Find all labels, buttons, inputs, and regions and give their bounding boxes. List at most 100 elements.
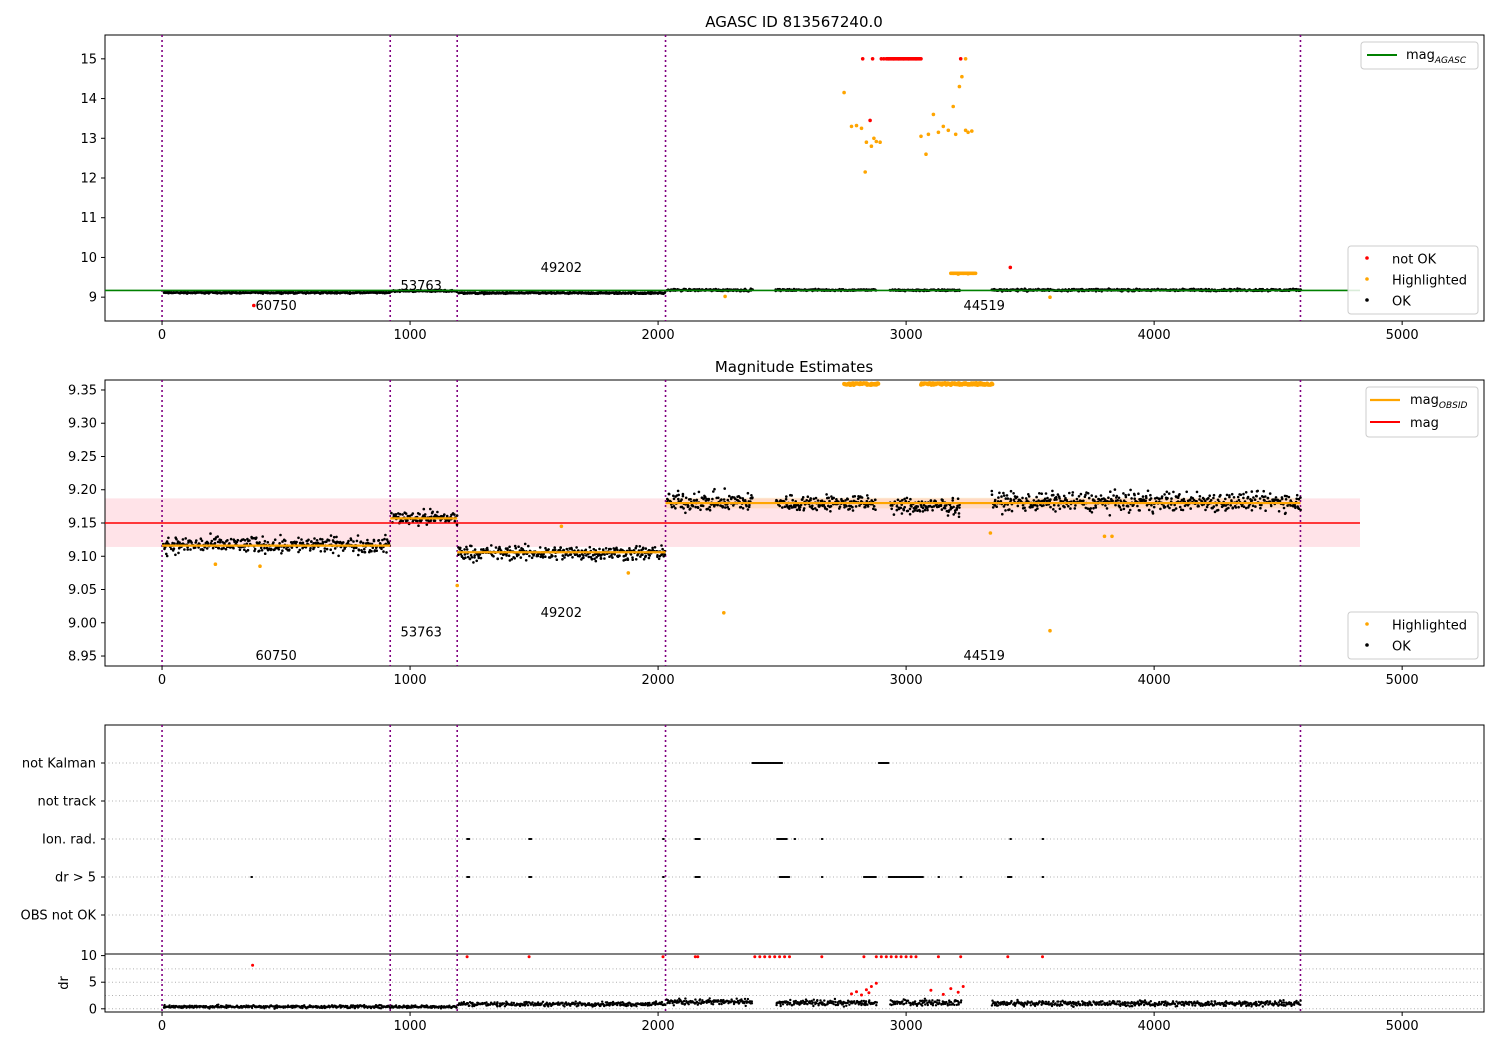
ok-point (1204, 499, 1207, 503)
x-tick-label: 2000 (642, 673, 675, 688)
highlighted-point (931, 112, 936, 117)
flag-point (662, 838, 665, 840)
y-tick-label: 9.10 (68, 550, 97, 565)
ok-point (425, 523, 429, 526)
ok-point (473, 548, 477, 551)
ok-point (672, 1004, 675, 1007)
ok-point (694, 998, 697, 1001)
ok-point (195, 539, 198, 542)
ok-point (1118, 505, 1122, 509)
ok-point (1208, 494, 1211, 498)
ok-point (478, 553, 482, 556)
ok-point (566, 291, 569, 295)
ok-point (644, 554, 648, 558)
ok-point (547, 548, 550, 551)
ok-point (1176, 496, 1180, 500)
ok-point (465, 548, 469, 551)
legend-box (1360, 41, 1479, 70)
ok-point (699, 508, 702, 512)
ok-point (1058, 507, 1062, 511)
ok-point (1036, 504, 1039, 508)
ok-point (1237, 498, 1241, 502)
highlighted-point (966, 130, 970, 135)
ok-point (858, 504, 861, 507)
ok-point (194, 541, 197, 544)
ok-point (689, 507, 692, 510)
ok-point (1295, 497, 1298, 501)
y-tick-label: 9.05 (68, 583, 97, 598)
ok-point (1170, 497, 1173, 500)
ok-point (566, 554, 570, 557)
ok-point (1062, 494, 1066, 498)
ok-point (1280, 496, 1284, 499)
ok-point (321, 538, 324, 541)
ok-point (599, 557, 603, 560)
ok-point (1137, 492, 1140, 496)
highlighted-point (872, 136, 876, 141)
x-tick-label: 3000 (890, 673, 923, 688)
ok-point (301, 546, 304, 550)
ok-point (684, 511, 687, 515)
ok-point (788, 507, 791, 510)
ok-point (372, 539, 376, 543)
ok-point (527, 1001, 530, 1004)
highlighted-point (936, 130, 941, 135)
ok-point (1198, 495, 1202, 498)
ok-point (1299, 496, 1302, 499)
ok-point (823, 506, 827, 509)
ok-point (1133, 493, 1136, 497)
ok-point (635, 544, 638, 548)
ok-point (1046, 496, 1049, 500)
ok-point (489, 1001, 493, 1004)
ok-point (387, 541, 391, 545)
ok-point (411, 512, 415, 515)
ok-point (1263, 499, 1266, 502)
ok-point (210, 539, 214, 543)
ok-point (1087, 496, 1091, 500)
ok-point (360, 550, 364, 554)
ok-point (1001, 512, 1004, 516)
ok-point (418, 512, 421, 516)
ok-point (518, 549, 522, 552)
not-ok-point (896, 57, 901, 61)
ok-point (683, 1002, 687, 1006)
ok-point (747, 505, 751, 509)
ok-point (176, 542, 179, 545)
ok-point (1037, 499, 1040, 502)
ok-point (1149, 497, 1153, 500)
ok-point (226, 539, 229, 542)
ok-point (585, 554, 588, 557)
ok-point (246, 537, 249, 541)
flag-point (887, 762, 890, 764)
not-ok-point (919, 57, 923, 61)
highlighted-point (1110, 534, 1114, 539)
ok-point (472, 561, 475, 564)
legend-label: Highlighted (1392, 619, 1467, 634)
ok-point (1075, 497, 1079, 501)
ok-point (352, 546, 356, 550)
ok-point (746, 491, 750, 495)
x-tick-label: 1000 (394, 673, 427, 688)
ok-point (726, 498, 730, 502)
ok-point (563, 1005, 566, 1008)
ok-point (778, 504, 781, 508)
ok-point (584, 548, 588, 552)
ok-point (1074, 504, 1077, 507)
ok-point (1227, 506, 1230, 510)
highlighted-point (957, 84, 962, 89)
ok-point (681, 492, 685, 496)
ok-point (380, 547, 383, 551)
ok-point (1274, 496, 1278, 499)
ok-point (838, 505, 842, 509)
ok-point (956, 497, 960, 501)
ok-point (742, 499, 745, 502)
ok-point (1000, 495, 1003, 498)
ok-point (228, 542, 231, 545)
ok-point (1086, 507, 1089, 510)
ok-point (315, 539, 319, 542)
ok-point (1056, 493, 1060, 496)
obsid-label: 53763 (401, 626, 442, 641)
ok-point (1251, 504, 1255, 508)
ok-point (553, 546, 556, 549)
ok-point (853, 495, 857, 498)
